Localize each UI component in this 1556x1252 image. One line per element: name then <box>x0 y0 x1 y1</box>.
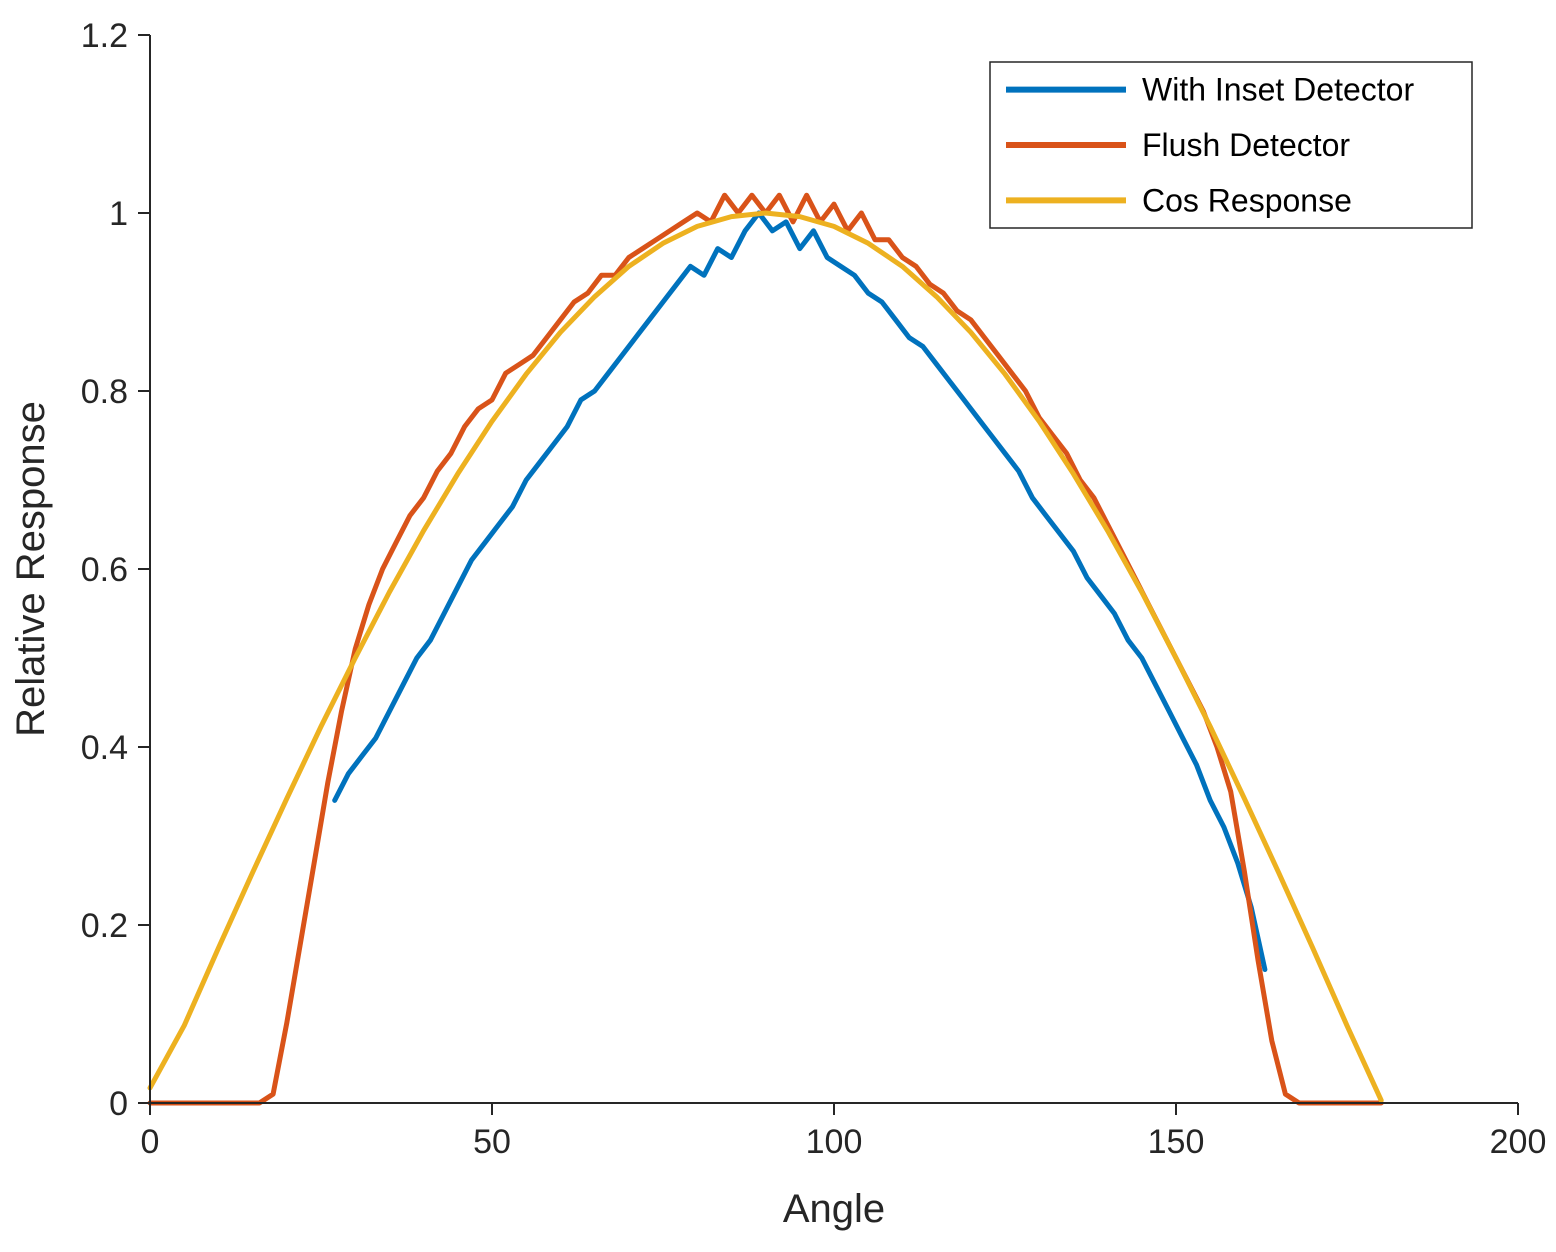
legend-entry: Cos Response <box>1006 182 1352 218</box>
y-tick-label: 1.2 <box>81 17 128 55</box>
series-line-with-inset-detector <box>332 210 1268 972</box>
y-tick-label: 0.8 <box>81 373 128 411</box>
series-line-flush-detector <box>147 192 1384 1106</box>
y-axis-label: Relative Response <box>9 401 53 737</box>
x-tick-label: 150 <box>1148 1123 1205 1161</box>
y-tick-label: 0.4 <box>81 729 128 767</box>
x-tick-label: 100 <box>806 1123 863 1161</box>
axes-layer: 0 50 100 150 200 0 0.2 0.4 0.6 0.8 1 1.2 <box>81 17 1547 1161</box>
series-layer <box>147 192 1384 1106</box>
x-tick-label: 0 <box>141 1123 160 1161</box>
y-tick-label: 1 <box>109 195 128 233</box>
x-tick-label: 50 <box>473 1123 511 1161</box>
y-tick-label: 0.2 <box>81 907 128 945</box>
legend-label: Flush Detector <box>1142 127 1350 163</box>
legend-label: With Inset Detector <box>1142 72 1414 108</box>
legend-entry: Flush Detector <box>1006 127 1350 163</box>
series-line-cos-response <box>147 210 1384 1103</box>
y-tick-label: 0.6 <box>81 551 128 589</box>
legend-entry: With Inset Detector <box>1006 72 1414 108</box>
legend: With Inset Detector Flush Detector Cos Res… <box>989 61 1473 229</box>
y-tick-label: 0 <box>109 1085 128 1123</box>
x-axis-label: Angle <box>783 1187 885 1231</box>
legend-label: Cos Response <box>1142 182 1352 218</box>
x-tick-label: 200 <box>1490 1123 1547 1161</box>
